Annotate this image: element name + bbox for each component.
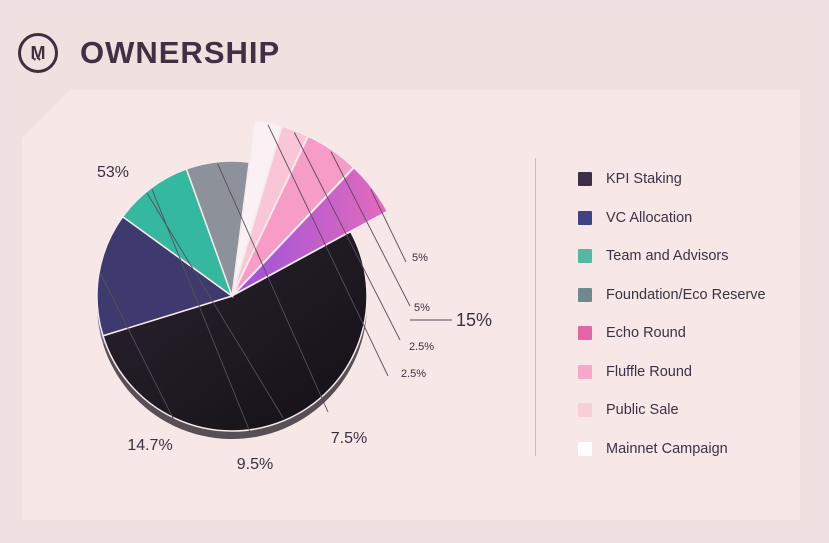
pie-slice-label: 2.5% [401, 368, 426, 380]
legend-swatch [578, 326, 592, 341]
legend-swatch [578, 364, 592, 379]
pie-slice-label: 5% [414, 302, 430, 314]
legend-item: KPI Staking [578, 160, 766, 199]
legend-label: Foundation/Eco Reserve [606, 286, 766, 303]
pie-slice [233, 166, 389, 296]
logo-dots: •• [33, 55, 43, 64]
pie-leader-line [370, 189, 407, 263]
group-percent-label: 15% [456, 310, 492, 330]
legend-label: Team and Advisors [606, 248, 729, 265]
legend-label: Fluffle Round [606, 363, 692, 380]
pie-leader-line [217, 163, 329, 413]
legend-label: Echo Round [606, 325, 686, 342]
legend-item: Mainnet Campaign [578, 430, 766, 469]
legend-item: Public Sale [578, 391, 766, 430]
logo-icon: M •• [18, 33, 58, 73]
header: M •• OWNERSHIP [18, 30, 280, 76]
legend-item: Fluffle Round [578, 353, 766, 392]
legend-swatch [578, 403, 592, 418]
pie-slice-label: 5% [412, 252, 428, 264]
pie-leader-line [267, 124, 389, 377]
legend-swatch [578, 210, 592, 225]
pie-slice [102, 230, 368, 432]
legend-swatch [578, 249, 592, 264]
pie-slice-label: 9.5% [237, 456, 273, 473]
legend-swatch [578, 441, 592, 456]
pie-leader-line [293, 132, 401, 341]
pie-leader-line [100, 274, 176, 423]
legend-swatch [578, 287, 592, 302]
legend-item: Foundation/Eco Reserve [578, 276, 766, 315]
legend-item: Team and Advisors [578, 237, 766, 276]
pie-leader-line [146, 192, 284, 419]
pie-slice [121, 167, 234, 299]
legend-item: Echo Round [578, 314, 766, 353]
pie-leader-line [151, 189, 251, 433]
legend-divider [535, 158, 536, 456]
pie-slice [96, 215, 234, 337]
pie-slice-label: 53% [97, 164, 129, 181]
legend-label: VC Allocation [606, 209, 693, 226]
legend: KPI Staking VC Allocation Team and Advisor… [578, 160, 766, 468]
legend-label: Public Sale [606, 402, 679, 419]
page-title: OWNERSHIP [80, 35, 281, 70]
legend-swatch [578, 172, 592, 187]
pie-slice-label: 14.7% [127, 437, 172, 454]
legend-item: VC Allocation [578, 199, 766, 238]
legend-label: KPI Staking [606, 171, 682, 188]
pie-slice [185, 160, 251, 297]
pie-slice-label: 2.5% [409, 341, 434, 353]
legend-label: Mainnet Campaign [606, 440, 728, 457]
logo-letter: M [30, 42, 46, 63]
pie-slice-label: 7.5% [331, 430, 367, 447]
pie-leader-line [330, 151, 411, 307]
